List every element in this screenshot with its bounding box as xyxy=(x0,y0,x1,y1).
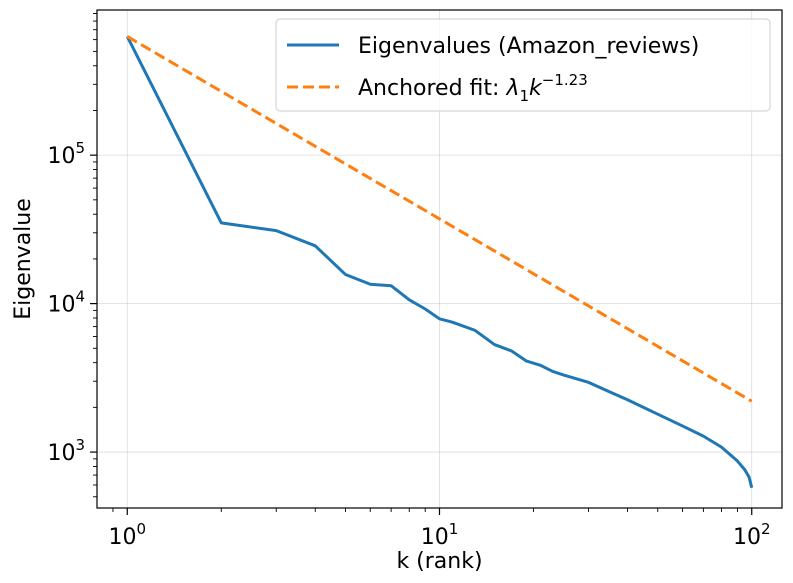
legend: Eigenvalues (Amazon_reviews) Anchored fi… xyxy=(275,18,771,112)
x-tick-exponent: 2 xyxy=(761,520,771,538)
minor-tick-layer xyxy=(93,13,738,512)
x-tick-exponent: 0 xyxy=(136,520,146,538)
y-tick-base: 10 xyxy=(47,144,75,169)
x-tick-base: 10 xyxy=(733,525,761,550)
y-tick-exponent: 4 xyxy=(75,288,85,306)
legend-label-eigenvalues: Eigenvalues (Amazon_reviews) xyxy=(358,34,699,59)
x-tick-label: 102 xyxy=(733,520,771,550)
y-tick-base: 10 xyxy=(47,293,75,318)
legend-fit-k: k xyxy=(529,76,543,101)
series-line-anchored-fit xyxy=(126,35,753,403)
y-tick-base: 10 xyxy=(47,441,75,466)
x-axis-label: k (rank) xyxy=(396,549,482,574)
x-tick-base: 10 xyxy=(108,525,136,550)
legend-fit-exponent: −1.23 xyxy=(542,71,588,89)
y-axis-label: Eigenvalue xyxy=(11,198,36,320)
x-tick-base: 10 xyxy=(421,525,449,550)
legend-fit-subscript: 1 xyxy=(519,87,529,105)
x-tick-exponent: 1 xyxy=(449,520,459,538)
x-tick-label: 101 xyxy=(421,520,459,550)
y-tick-label: 103 xyxy=(47,436,85,466)
legend-fit-prefix: Anchored fit: xyxy=(358,76,506,101)
y-tick-label: 104 xyxy=(47,288,85,318)
series-layer xyxy=(125,35,754,489)
legend-label-fit: Anchored fit: λ1k−1.23 xyxy=(358,71,588,105)
x-tick-label: 100 xyxy=(108,520,146,550)
y-tick-exponent: 3 xyxy=(75,436,85,454)
legend-fit-lambda: λ xyxy=(505,76,519,101)
y-tick-exponent: 5 xyxy=(75,139,85,157)
series-line-eigenvalues xyxy=(125,35,754,489)
legend-box xyxy=(275,18,771,112)
y-tick-label: 105 xyxy=(47,139,85,169)
